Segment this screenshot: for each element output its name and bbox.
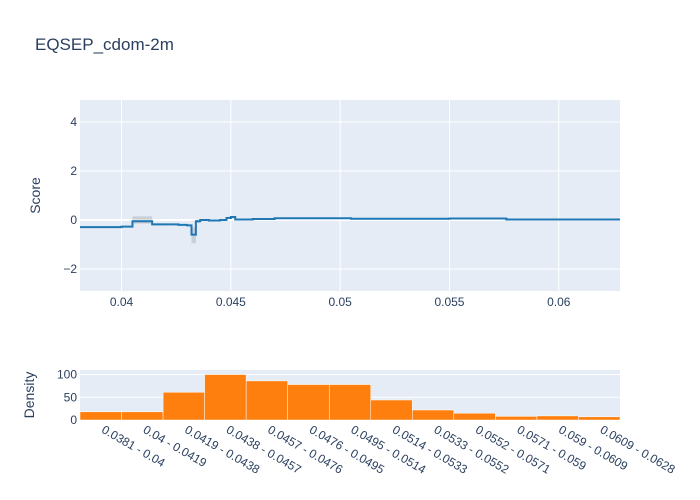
- y-tick-label: 100: [57, 368, 77, 382]
- density-bar: [578, 416, 621, 421]
- y-tick-label: 0: [70, 413, 77, 427]
- score-plot: 0.04 0.045 0.05 0.055 0.06 −2 0 2 4 Score: [27, 100, 620, 309]
- density-plot: 0 50 100 0.0381 - 0.040.04 - 0.04190.0419 …: [21, 368, 678, 477]
- density-bar: [287, 384, 330, 421]
- density-bar: [121, 411, 164, 421]
- density-bar: [245, 380, 288, 421]
- x-tick-label: 0.05: [328, 295, 352, 309]
- density-bar: [328, 384, 372, 421]
- density-bar: [536, 415, 579, 421]
- density-bar: [370, 399, 413, 421]
- density-bar: [495, 416, 538, 421]
- density-bar: [162, 392, 205, 421]
- y-tick-label: 0: [70, 213, 77, 227]
- x-tick-label: 0.055: [434, 295, 464, 309]
- density-bar: [412, 409, 455, 421]
- y-tick-label: 2: [70, 164, 77, 178]
- x-tick-label: 0.04: [110, 295, 134, 309]
- score-plot-background: [80, 100, 620, 291]
- y-tick-label: 50: [64, 390, 78, 404]
- x-tick-label: 0.06: [547, 295, 571, 309]
- density-bar: [453, 412, 496, 421]
- score-axis-title: Score: [27, 177, 43, 214]
- density-bar: [204, 374, 247, 421]
- density-bar: [79, 411, 122, 421]
- density-y-ticks: 0 50 100: [57, 368, 77, 427]
- score-line: [80, 216, 620, 236]
- score-y-ticks: −2 0 2 4: [63, 115, 77, 276]
- chart-title: EQSEP_cdom-2m: [35, 35, 174, 54]
- y-tick-label: −2: [63, 262, 77, 276]
- score-confidence-band: [80, 215, 620, 244]
- y-tick-label: 4: [70, 115, 77, 129]
- density-bars: [79, 374, 621, 421]
- x-tick-label: 0.045: [216, 295, 246, 309]
- density-axis-title: Density: [21, 372, 37, 419]
- score-x-ticks: 0.04 0.045 0.05 0.055 0.06: [110, 295, 571, 309]
